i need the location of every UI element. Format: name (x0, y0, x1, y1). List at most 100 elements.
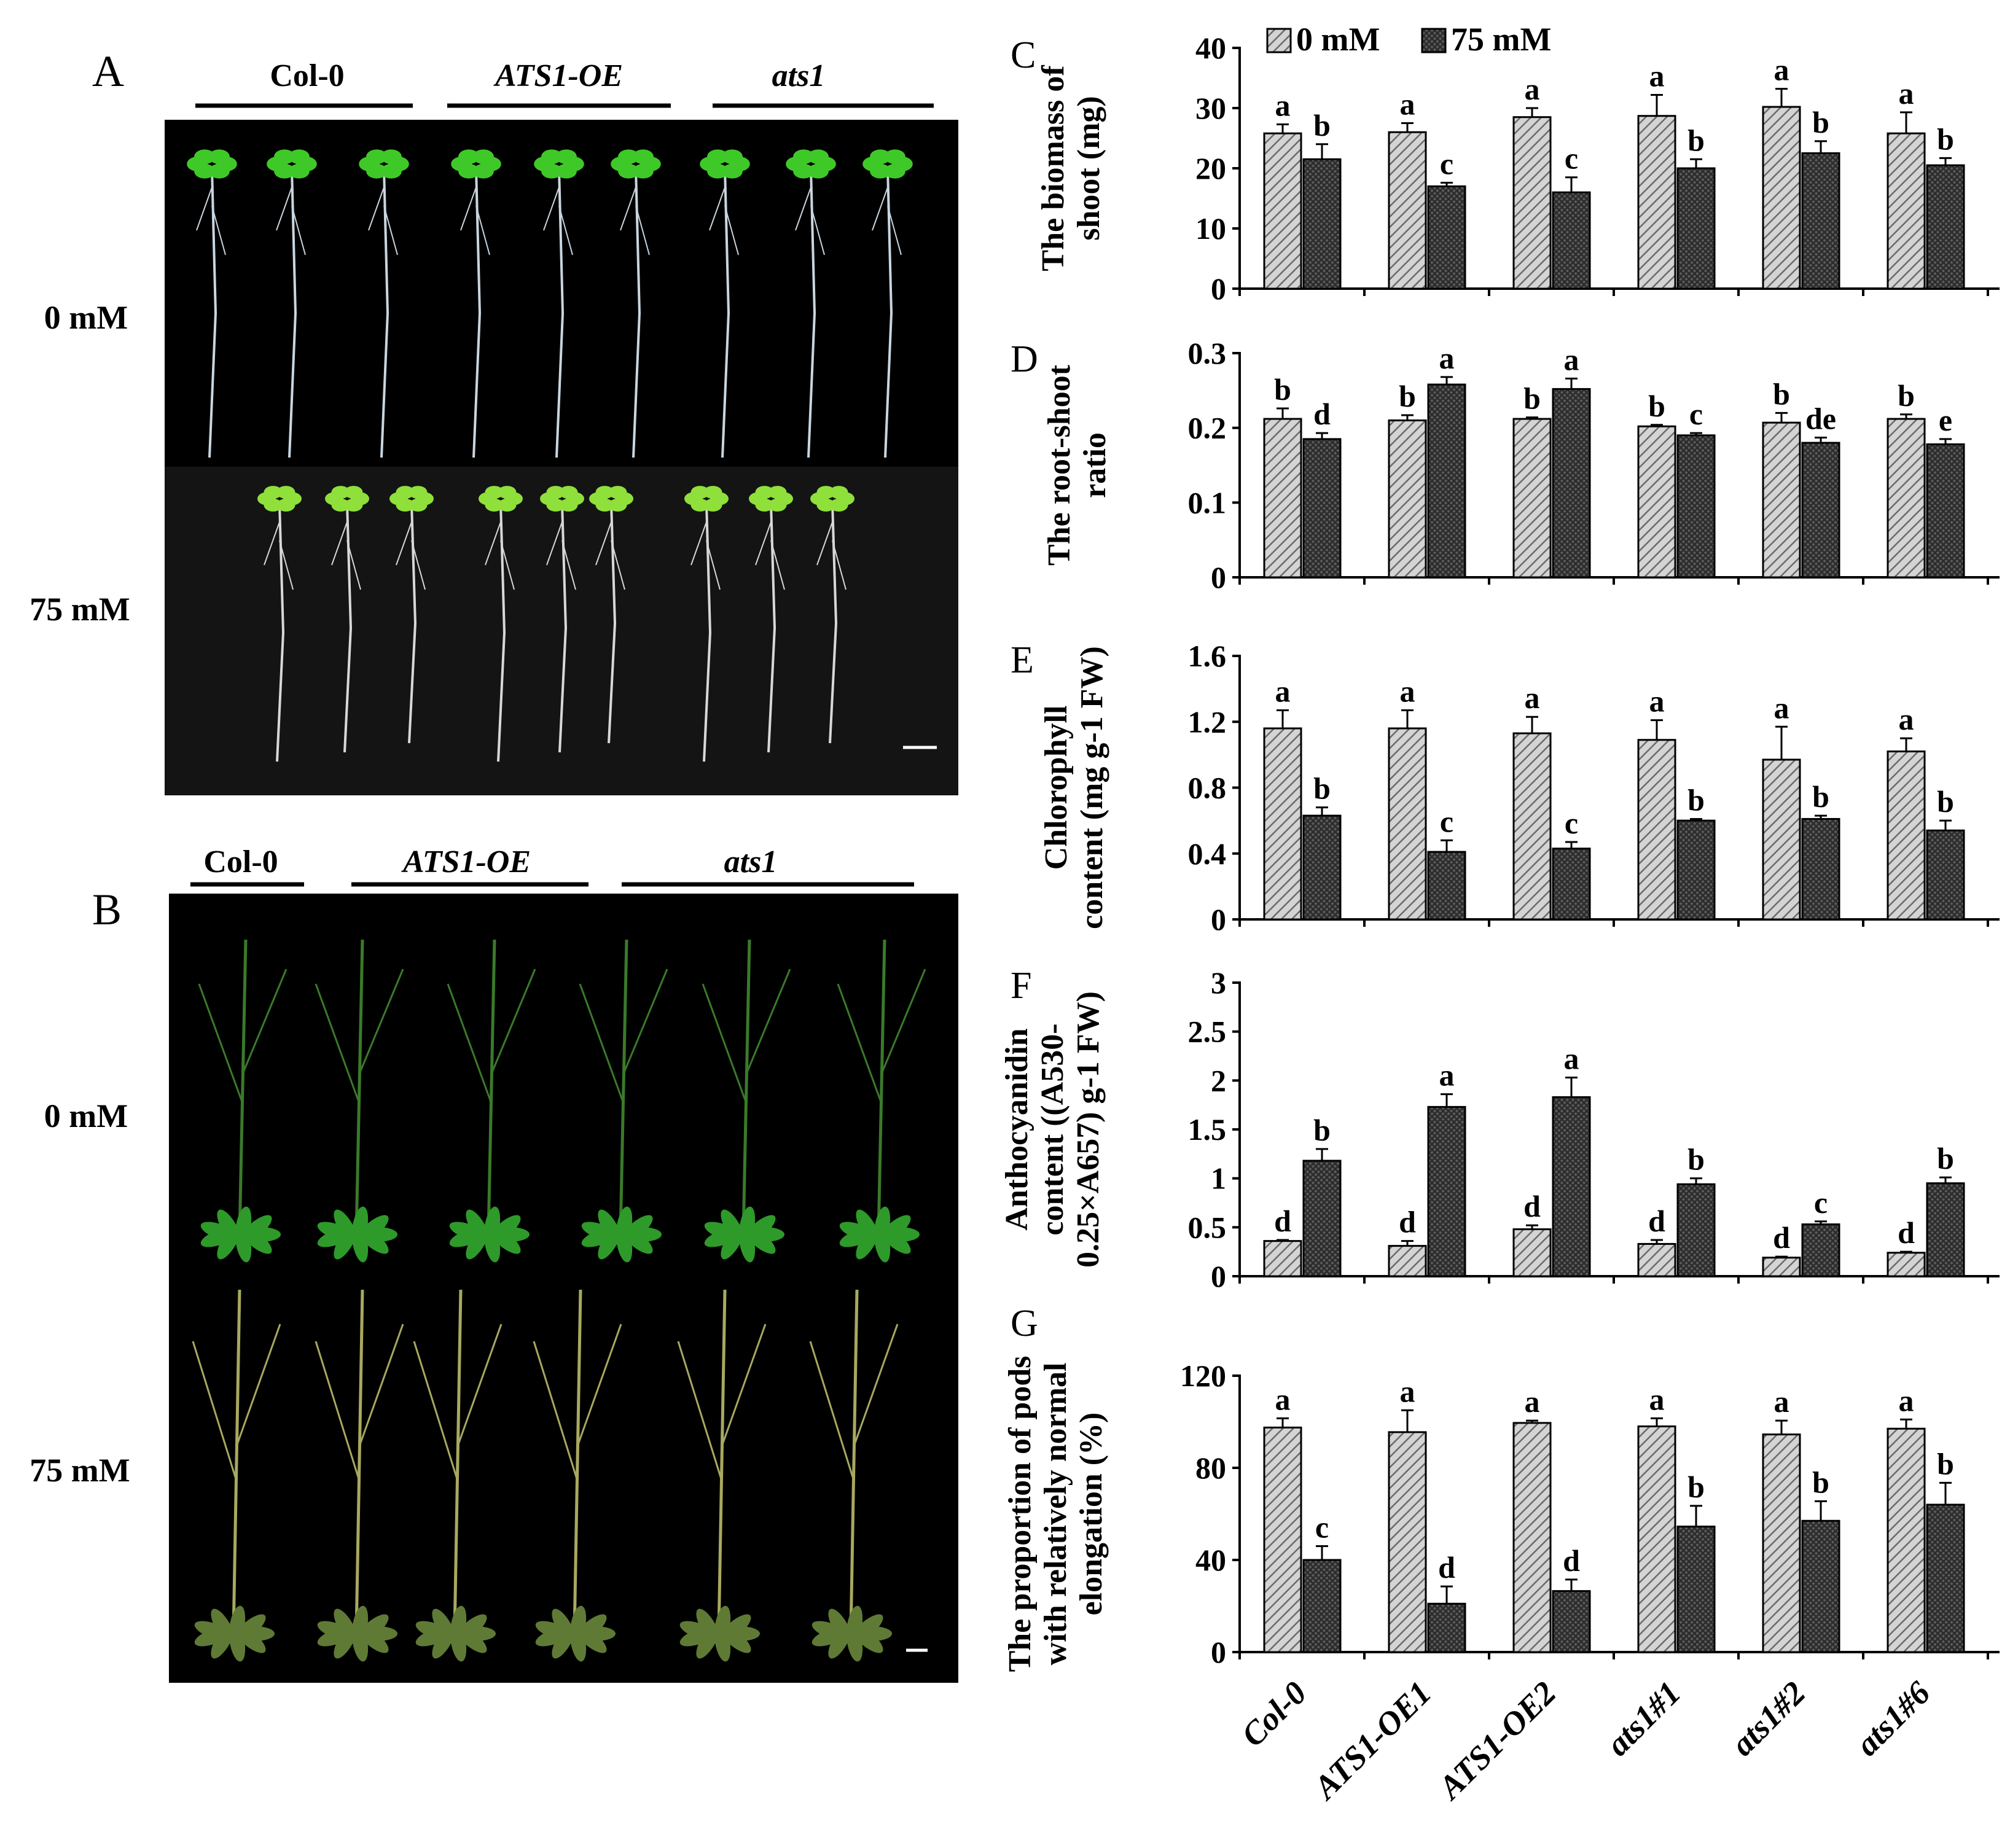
bar-d-75mm (1926, 443, 1965, 579)
significance-letter-f: a (1439, 1058, 1455, 1093)
panel-f-letter: F (1011, 965, 1031, 1007)
seedling-lateral-root (396, 521, 426, 590)
seedling-leaf (884, 149, 905, 165)
plant-stem (849, 1289, 859, 1634)
bar-g-0mm (1637, 1425, 1676, 1653)
chart-f-ytick-label: 1 (1211, 1161, 1226, 1196)
chart-f-ytick-label: 2.5 (1188, 1015, 1227, 1049)
seedling-lateral-root (485, 521, 515, 590)
significance-letter-e: a (1774, 690, 1789, 725)
panel-b-plants (192, 939, 926, 1662)
rosette-leaf (432, 1608, 456, 1644)
seedling-leaf (541, 149, 563, 165)
chart-f-ytick-label: 0 (1211, 1259, 1226, 1293)
chart-d-ylabel: ratio (1077, 432, 1113, 498)
bar-d-0mm (1263, 418, 1302, 579)
panel-b-row-label-0mm: 0 mM (44, 1097, 128, 1134)
chart-c-ytick-label: 10 (1195, 211, 1226, 246)
bar-f-0mm (1637, 1242, 1676, 1277)
seedling-0mm (451, 149, 501, 458)
seedling-lateral-root (264, 521, 294, 590)
seedling-leaf (768, 498, 787, 512)
significance-letter-e: a (1649, 684, 1665, 719)
seedling-leaf (884, 163, 905, 179)
significance-letter-c: b (1937, 122, 1954, 156)
seedling-0mm (786, 149, 836, 458)
seedling-75mm (810, 486, 854, 744)
bar-d-75mm (1427, 383, 1466, 579)
panel-b-photo (169, 894, 958, 1683)
seedling-0mm (700, 149, 750, 458)
bar-e-75mm (1302, 814, 1342, 921)
x-category-label: ATS1-OE1 (1305, 1674, 1438, 1807)
seedling-root (288, 168, 297, 458)
seedling-75mm (540, 486, 584, 753)
seedling-leaf (331, 486, 350, 499)
chart-f-ytick-label: 1.5 (1188, 1112, 1227, 1147)
significance-letter-d: b (1523, 381, 1541, 416)
seedling-leaf (559, 486, 578, 499)
significance-letter-e: b (1313, 771, 1331, 806)
seedling-lateral-root (546, 521, 576, 590)
significance-letter-e: b (1937, 784, 1954, 819)
bar-e-0mm (1512, 732, 1552, 921)
significance-letter-g: a (1899, 1383, 1914, 1417)
plant-stem (573, 1289, 582, 1634)
seedling-leaf (690, 486, 710, 499)
significance-letter-d: d (1313, 397, 1331, 431)
rosette-leaf (828, 1608, 852, 1644)
panel-c-letter: C (1011, 34, 1036, 76)
panel-a-group-label-oe: ATS1-OE (493, 58, 623, 93)
seedling-lateral-root (460, 187, 490, 255)
bar-c-75mm (1926, 164, 1965, 290)
bar-e-0mm (1887, 751, 1926, 921)
plant-branch (702, 969, 791, 1102)
bar-e-0mm (1637, 739, 1676, 921)
legend-label-75mm: 75 mM (1451, 21, 1551, 58)
bar-g-75mm (1676, 1526, 1716, 1653)
seedling-lateral-root (620, 187, 650, 255)
rosette-leaf (240, 1215, 272, 1243)
bar-f-75mm (1552, 1096, 1591, 1277)
seedling-leaf (618, 149, 639, 165)
bar-d-75mm (1302, 438, 1342, 579)
rosette-leaf (334, 1209, 358, 1245)
bar-charts: C D E F G 0 mM 75 mM Col-0ATS1-OE1ATS1-O… (999, 21, 2000, 1807)
chart-d-ytick-label: 0.1 (1188, 485, 1227, 520)
significance-letter-g: a (1400, 1374, 1415, 1408)
bar-g-75mm (1801, 1519, 1840, 1653)
seedling-leaf (396, 486, 415, 499)
seedling-0mm (267, 149, 317, 458)
significance-letter-f: b (1937, 1141, 1954, 1175)
significance-letter-g: a (1649, 1382, 1665, 1416)
chart-g-ylabel: elongation (%) (1074, 1413, 1109, 1616)
rosette-leaf (234, 1614, 266, 1642)
seedling-75mm (325, 486, 369, 753)
plant-stem (232, 1289, 241, 1634)
plant-0mm (837, 939, 926, 1263)
significance-letter-f: d (1399, 1205, 1416, 1239)
seedling-0mm (359, 149, 409, 458)
seedling-leaf (208, 149, 230, 165)
panel-b-group-label-ats1: ats1 (724, 844, 778, 879)
seedling-lateral-root (709, 187, 739, 255)
chart-e-ylabel: content (mg g-1 FW) (1074, 646, 1109, 929)
rosette-leaf (334, 1608, 358, 1644)
seedling-leaf (264, 486, 283, 499)
seedling-leaf (595, 486, 614, 499)
bar-g-0mm (1887, 1427, 1926, 1653)
chart-d-ytick-label: 0.3 (1188, 336, 1227, 370)
bar-e-75mm (1926, 829, 1965, 921)
bar-c-75mm (1801, 152, 1840, 290)
bar-e-0mm (1388, 727, 1427, 921)
plant-75mm (809, 1289, 899, 1662)
seedling-leaf (555, 163, 577, 179)
bar-c-0mm (1512, 116, 1552, 290)
plant-0mm (315, 939, 404, 1263)
plant-75mm (192, 1289, 281, 1662)
rosette-leaf (455, 1614, 487, 1642)
bar-c-0mm (1887, 132, 1926, 290)
plant-75mm (315, 1289, 404, 1662)
